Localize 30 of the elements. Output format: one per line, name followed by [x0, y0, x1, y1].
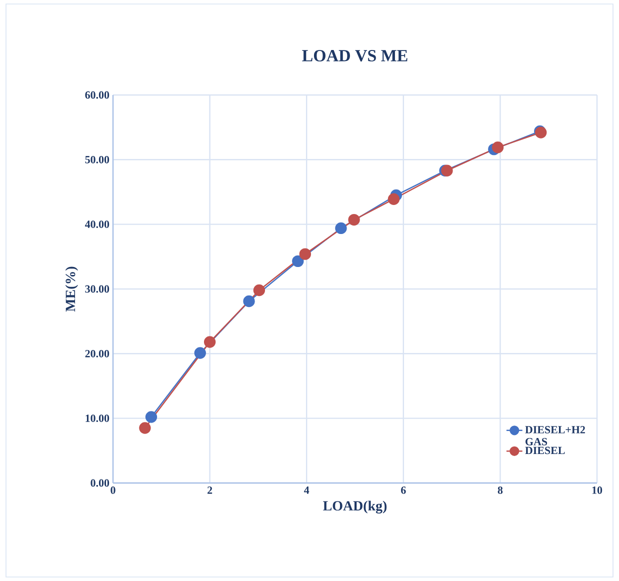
y-axis-title: ME(%)	[65, 266, 78, 312]
point	[388, 193, 400, 205]
y-tick-label: 10.00	[86, 414, 110, 422]
x-tick-label: 10	[592, 486, 602, 494]
point	[194, 347, 206, 359]
x-tick-label: 8	[498, 486, 503, 494]
y-tick-label: 20.00	[85, 350, 110, 358]
point	[299, 248, 312, 260]
point	[253, 284, 266, 296]
point	[145, 411, 158, 423]
x-tick-label: 6	[401, 486, 406, 494]
y-tick-label: 40.00	[84, 220, 110, 228]
legend-label: DIESEL	[525, 446, 565, 454]
y-tick-label: 50.00	[85, 156, 110, 164]
x-tick-label: 4	[304, 486, 310, 494]
legend-label: DIESEL+H2 GAS	[525, 426, 585, 446]
y-tick-label: 0.00	[90, 479, 110, 487]
point	[204, 336, 216, 348]
chart-title: LOAD VS ME	[302, 50, 408, 62]
point	[335, 222, 347, 234]
x-axis-title: LOAD(kg)	[323, 500, 387, 514]
point	[492, 142, 504, 154]
y-tick-label: 30.00	[85, 285, 110, 293]
point	[139, 422, 151, 434]
x-tick-label: 2	[208, 486, 212, 494]
point	[243, 295, 255, 308]
point	[292, 255, 304, 268]
point	[348, 214, 360, 226]
x-tick-label: 0	[110, 486, 116, 494]
y-tick-label: 60.00	[85, 91, 110, 99]
